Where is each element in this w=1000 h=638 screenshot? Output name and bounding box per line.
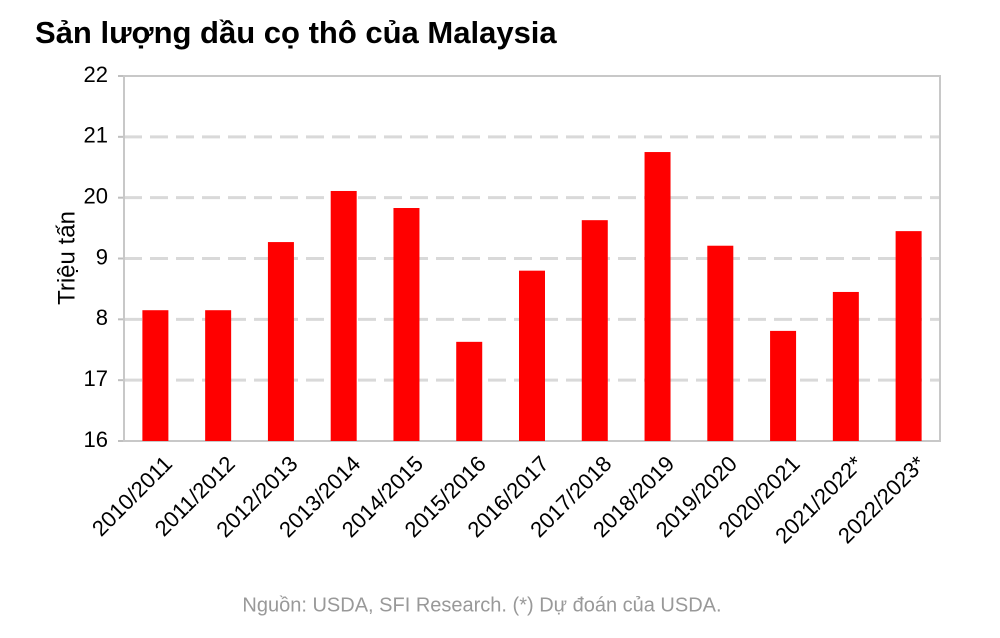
y-tick-label: 9: [96, 244, 108, 269]
y-tick-label: 20: [84, 183, 108, 208]
bar: [770, 330, 797, 441]
bar: [581, 220, 608, 441]
bar: [205, 310, 232, 441]
bar: [644, 152, 671, 441]
chart-title: Sản lượng dầu cọ thô của Malaysia: [35, 15, 557, 50]
y-axis-label: Triệu tấn: [53, 211, 80, 305]
bar: [330, 190, 357, 441]
y-tick-label: 8: [96, 305, 108, 330]
bar: [519, 270, 545, 441]
bar: [456, 341, 483, 441]
y-tick-label: 21: [84, 123, 108, 148]
y-tick-label: 17: [84, 366, 108, 391]
bar: [707, 245, 734, 441]
bar: [895, 231, 922, 441]
bar: [393, 208, 420, 441]
bar: [267, 242, 294, 441]
source-note: Nguồn: USDA, SFI Research. (*) Dự đoán c…: [242, 594, 721, 616]
bar: [142, 310, 169, 441]
bar: [832, 291, 859, 441]
y-tick-label: 16: [84, 427, 108, 452]
y-tick-label: 22: [84, 62, 108, 87]
